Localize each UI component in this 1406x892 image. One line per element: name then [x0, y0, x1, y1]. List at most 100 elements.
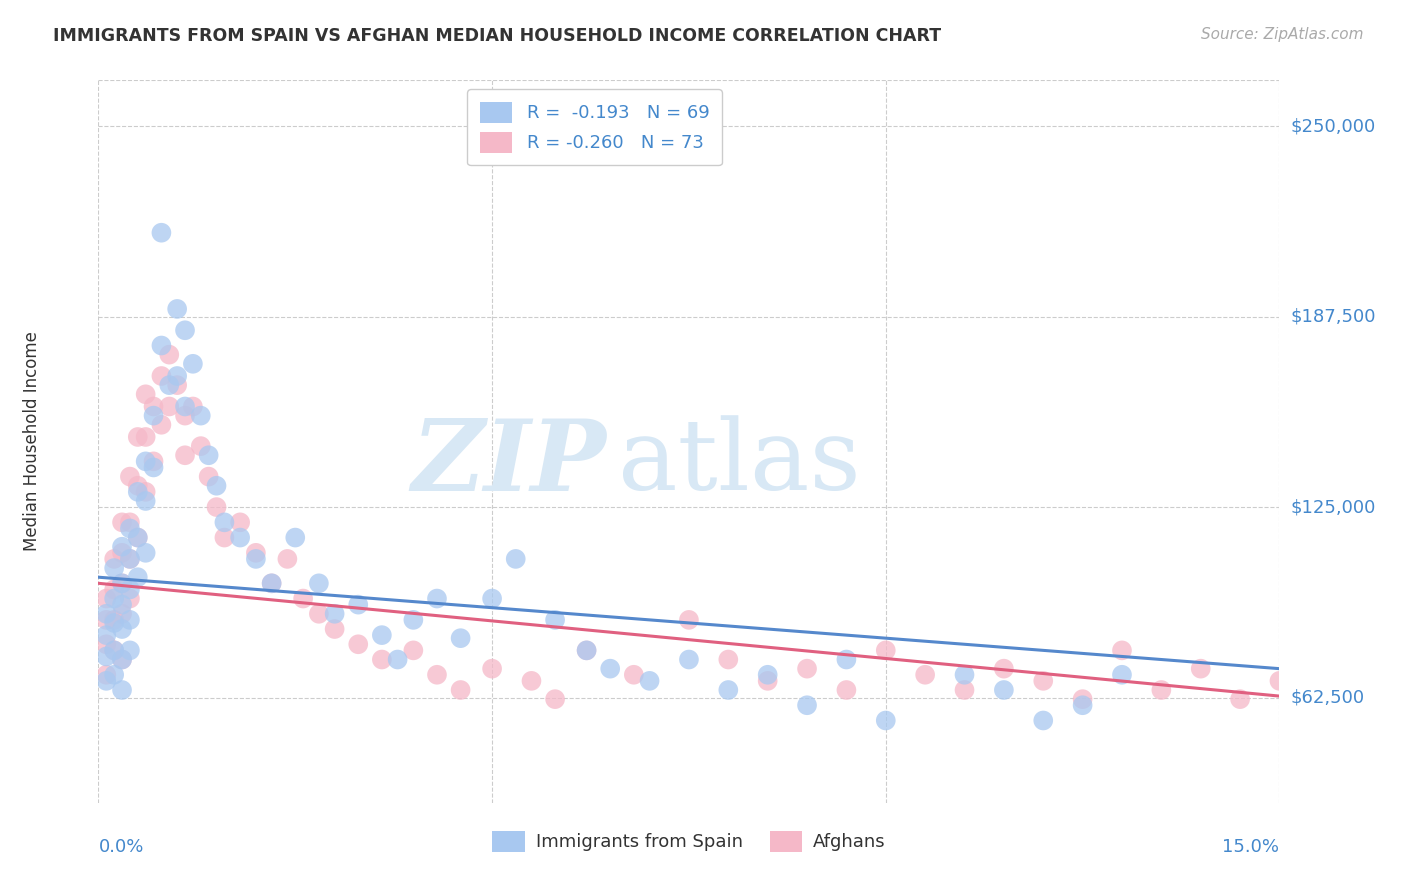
Point [135, 430, 157, 444]
Point [150, 338, 173, 352]
Point [96, 607, 118, 621]
Point [245, 552, 267, 566]
Point [181, 357, 204, 371]
Point [1111, 667, 1133, 681]
Point [103, 552, 125, 566]
Point [127, 531, 149, 545]
Point [426, 591, 449, 606]
Point [756, 667, 779, 681]
Point [402, 643, 425, 657]
Point [103, 561, 125, 575]
Point [111, 598, 134, 612]
Point [575, 643, 598, 657]
Point [103, 643, 125, 657]
Point [118, 516, 141, 530]
Point [953, 683, 976, 698]
Point [678, 652, 700, 666]
Point [214, 516, 236, 530]
Point [118, 591, 141, 606]
Point [875, 714, 897, 728]
Point [323, 622, 346, 636]
Point [756, 673, 779, 688]
Text: ZIP: ZIP [412, 415, 606, 511]
Point [481, 591, 503, 606]
Point [118, 582, 141, 597]
Point [118, 552, 141, 566]
Point [103, 613, 125, 627]
Point [450, 683, 472, 698]
Point [142, 454, 165, 468]
Point [505, 552, 527, 566]
Point [260, 576, 283, 591]
Point [135, 484, 157, 499]
Point [1308, 692, 1330, 706]
Point [118, 643, 141, 657]
Point [96, 591, 118, 606]
Point [292, 591, 315, 606]
Point [229, 531, 252, 545]
Point [953, 667, 976, 681]
Point [197, 448, 219, 462]
Point [96, 667, 118, 681]
Point [127, 479, 149, 493]
Point [638, 673, 661, 688]
Text: Median Household Income: Median Household Income [22, 332, 41, 551]
Point [157, 400, 180, 414]
Point [103, 582, 125, 597]
Point [599, 662, 621, 676]
Point [717, 683, 740, 698]
Point [142, 460, 165, 475]
Point [127, 430, 149, 444]
Point [371, 652, 394, 666]
Point [111, 516, 134, 530]
Point [174, 400, 197, 414]
Point [1268, 673, 1291, 688]
Point [450, 631, 472, 645]
Point [371, 628, 394, 642]
Point [1150, 683, 1173, 698]
Point [993, 662, 1015, 676]
Point [103, 615, 125, 630]
Point [150, 226, 173, 240]
Text: Source: ZipAtlas.com: Source: ZipAtlas.com [1201, 27, 1364, 42]
Point [544, 613, 567, 627]
Point [190, 409, 212, 423]
Point [127, 531, 149, 545]
Point [111, 622, 134, 636]
Point [1071, 698, 1094, 713]
Point [118, 552, 141, 566]
Point [284, 531, 307, 545]
Point [96, 673, 118, 688]
Point [103, 591, 125, 606]
Point [157, 378, 180, 392]
Point [174, 323, 197, 337]
Point [835, 683, 858, 698]
Point [111, 683, 134, 698]
Point [111, 546, 134, 560]
Point [544, 692, 567, 706]
Point [142, 400, 165, 414]
Point [1284, 704, 1306, 718]
Point [1189, 662, 1212, 676]
Point [214, 531, 236, 545]
Point [276, 552, 298, 566]
Point [135, 387, 157, 401]
Point [190, 439, 212, 453]
Point [717, 652, 740, 666]
Point [118, 521, 141, 535]
Text: $125,000: $125,000 [1291, 498, 1376, 516]
Point [118, 613, 141, 627]
Point [127, 570, 149, 584]
Point [135, 454, 157, 468]
Point [142, 409, 165, 423]
Point [166, 369, 188, 384]
Point [575, 643, 598, 657]
Point [111, 607, 134, 621]
Point [135, 546, 157, 560]
Point [1229, 692, 1251, 706]
Point [205, 479, 228, 493]
Point [103, 643, 125, 657]
Point [387, 652, 409, 666]
Text: IMMIGRANTS FROM SPAIN VS AFGHAN MEDIAN HOUSEHOLD INCOME CORRELATION CHART: IMMIGRANTS FROM SPAIN VS AFGHAN MEDIAN H… [53, 27, 942, 45]
Point [875, 643, 897, 657]
